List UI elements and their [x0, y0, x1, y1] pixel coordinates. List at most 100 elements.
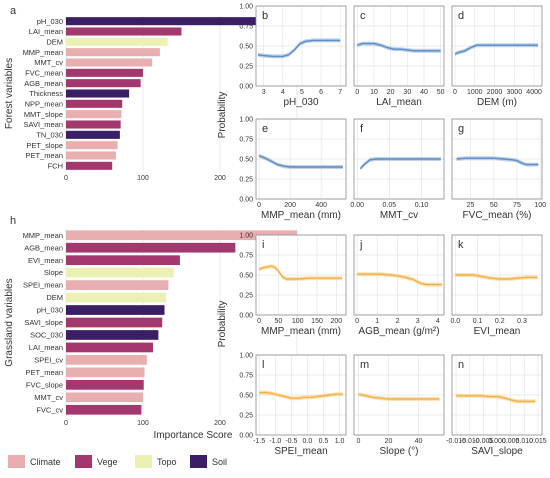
y-tick-label: 1.00 [239, 232, 253, 239]
x-tick-label: 0.2 [495, 318, 505, 325]
bar-Thickness [66, 89, 130, 98]
line-chart-i: 0.00 0.25 0.50 0.75 1.00 0 50 100 150 200 i MMP_mea… [239, 232, 347, 337]
line-chart-l: 0.00 0.25 0.50 0.75 1.00 -1.5 -1.0 -0.5 0.0 0.5 1.… [239, 352, 347, 457]
line-chart-c: 0 10 20 30 40 50 c LAI_mean [353, 5, 445, 108]
bar-category-label: MMT_cv [34, 393, 63, 402]
y-tick-label: 1.00 [239, 116, 253, 123]
bar-FCH [66, 161, 113, 170]
bar-category-label: pH_030 [37, 306, 63, 315]
y-tick-label: 0.50 [239, 272, 253, 279]
probability-line [357, 42, 441, 52]
bar-LAI_mean [66, 342, 153, 353]
x-tick-label: -1.5 [253, 438, 265, 445]
bar-category-label: AGB_mean [24, 243, 63, 252]
x-tick-label: 0 [453, 89, 457, 96]
panel-letter-m: m [360, 359, 369, 371]
confidence-band [259, 264, 343, 281]
y-tick-label: 0.00 [239, 196, 253, 203]
x-tick-label: -0.015 [446, 438, 466, 445]
bar-category-label: MMP_mean [23, 231, 63, 240]
x-tick-label: 200 [330, 318, 342, 325]
legend-label: Topo [157, 457, 177, 467]
legend: Climate Vege Topo Soil [8, 455, 227, 468]
bar-category-label: FVC_slope [26, 380, 63, 389]
x-tick-label: 5 [300, 89, 304, 96]
x-tick-label: 0.1 [473, 318, 483, 325]
bar-MMT_cv [66, 58, 153, 67]
x-tick-label: 0 [357, 438, 361, 445]
panel-letter-g: g [458, 123, 464, 135]
x-tick-label: 100 [292, 318, 304, 325]
bar-category-label: DEM [46, 293, 63, 302]
panel-letter-a: a [10, 5, 17, 17]
panel-letter-l: l [262, 359, 264, 371]
x-tick-label: 75 [513, 202, 521, 209]
panel-border [451, 5, 543, 87]
x-tick-label: 4000 [526, 89, 542, 96]
bar-category-label: PET_slope [26, 141, 63, 150]
x-tick-label: 2 [396, 318, 400, 325]
x-tick-label: 3000 [507, 89, 523, 96]
probability-line [456, 157, 539, 166]
bar-FVC_mean [66, 68, 143, 77]
x-axis-title: Slope (°) [379, 446, 418, 457]
bar-category-label: SOC_030 [30, 331, 63, 340]
panel-letter-n: n [458, 359, 464, 371]
bar-AGB_mean [66, 79, 141, 88]
x-tick-label: 30 [403, 89, 411, 96]
bar-MMT_slope [66, 110, 122, 119]
legend-label: Vege [97, 457, 118, 467]
bar-PET_slope [66, 141, 118, 150]
panel-border [353, 354, 445, 436]
bar-SAVI_slope [66, 317, 163, 328]
x-tick-label: 0.000 [488, 438, 506, 445]
x-tick-label: 0 [257, 202, 261, 209]
legend-swatch [190, 455, 207, 468]
x-axis-title: MMP_mean (mm) [261, 210, 341, 221]
x-tick-label: 0.5 [319, 438, 329, 445]
y-tick-label: 0.75 [239, 23, 253, 30]
x-tick-label: 40 [415, 438, 423, 445]
bar-category-label: AGB_mean [24, 79, 63, 88]
bar-tick-label: 0 [64, 175, 68, 182]
x-axis-title: LAI_mean [376, 97, 422, 108]
bar-category-label: MMP_mean [23, 48, 63, 57]
probability-line [258, 155, 343, 168]
y-tick-label: 0.75 [239, 372, 253, 379]
line-chart-d: 0 1000 2000 3000 4000 d DEM (m) [451, 5, 543, 108]
bar-SAVI_mean [66, 120, 121, 129]
x-tick-label: 0.3 [517, 318, 527, 325]
bar-PET_mean [66, 151, 117, 160]
panel-letter-e: e [262, 123, 268, 135]
bar-DEM [66, 292, 167, 303]
y-tick-label: 0.75 [239, 252, 253, 259]
y-tick-label: 0.50 [239, 156, 253, 163]
x-tick-label: 400 [315, 202, 327, 209]
bar-category-label: DEM [46, 37, 63, 46]
panel-border [353, 5, 445, 87]
x-tick-label: 1 [375, 318, 379, 325]
legend-label: Climate [30, 457, 61, 467]
y-tick-label: 1.00 [239, 352, 253, 359]
x-tick-label: 50 [275, 318, 283, 325]
y-tick-label: 1.00 [239, 3, 253, 10]
probability-line [455, 274, 538, 280]
bar-category-label: FVC_cv [36, 405, 63, 414]
x-tick-label: 0.05 [383, 202, 397, 209]
panel-letter-h: h [10, 215, 16, 227]
bar-tick-label: 200 [214, 420, 226, 427]
legend-item-climate: Climate [8, 455, 61, 468]
probability-line [358, 393, 440, 400]
bar-category-label: EVI_mean [28, 256, 63, 265]
x-tick-label: 7 [338, 89, 342, 96]
legend-label: Soil [212, 457, 227, 467]
x-tick-label: -0.005 [473, 438, 493, 445]
x-axis-title: DEM (m) [477, 97, 517, 108]
panel-border [255, 118, 347, 200]
bar-tick-label: 0 [64, 420, 68, 427]
x-tick-label: 40 [420, 89, 428, 96]
x-tick-label: 0 [355, 318, 359, 325]
legend-item-soil: Soil [190, 455, 227, 468]
